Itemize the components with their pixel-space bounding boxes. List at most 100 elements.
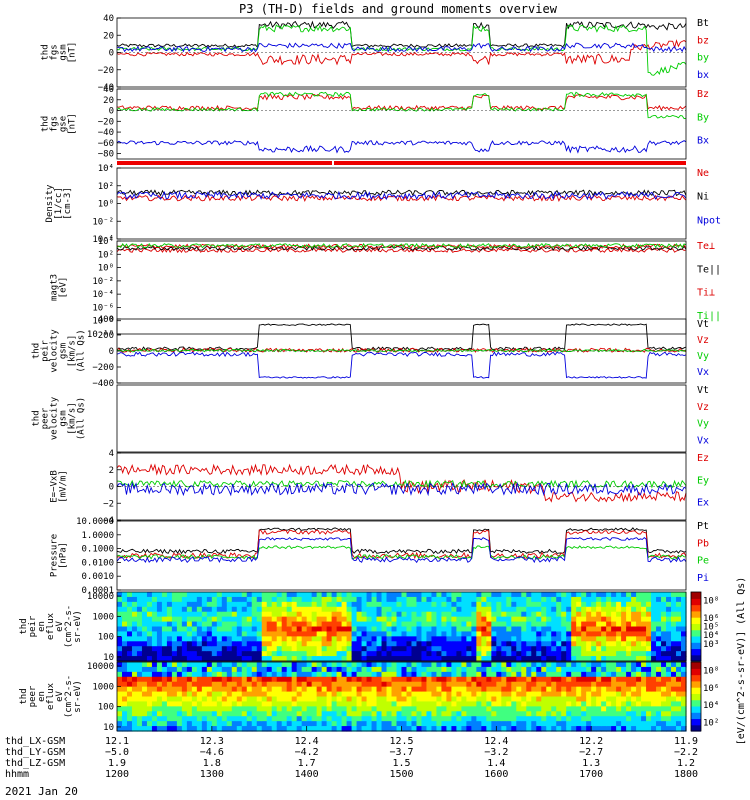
heatmap-cell [471, 626, 477, 633]
heatmap-cell [671, 676, 677, 683]
heatmap-cell [131, 726, 138, 732]
heatmap-cell [281, 606, 288, 613]
heatmap-cell [216, 716, 223, 722]
heatmap-cell [396, 592, 403, 598]
heatmap-cell [321, 676, 328, 683]
y-tick-label: 10⁴ [98, 237, 114, 247]
heatmap-cell [326, 721, 333, 727]
heatmap-cell [386, 596, 393, 603]
heatmap-cell [366, 621, 373, 628]
heatmap-cell [411, 716, 418, 722]
heatmap-cell [336, 706, 343, 712]
heatmap-cell [141, 626, 148, 633]
heatmap-cell [181, 671, 188, 678]
heatmap-cell [641, 721, 647, 727]
heatmap-cell [411, 611, 418, 618]
y-tick-label: 0.0010 [81, 572, 114, 582]
heatmap-cell [321, 686, 328, 693]
heatmap-cell [526, 596, 532, 603]
heatmap-cell [476, 656, 482, 662]
heatmap-cell [406, 641, 413, 647]
heatmap-cell [551, 676, 557, 683]
heatmap-cell [601, 601, 607, 608]
heatmap-cell [476, 611, 482, 618]
heatmap-cell [666, 701, 672, 707]
heatmap-cell [341, 716, 348, 722]
heatmap-cell [541, 671, 547, 678]
heatmap-cell [666, 636, 672, 642]
heatmap-cell [406, 696, 413, 703]
heatmap-cell [551, 621, 557, 628]
heatmap-cell [666, 596, 672, 603]
heatmap-cell [356, 592, 363, 598]
heatmap-cell [516, 646, 522, 652]
heatmap-cell [256, 626, 263, 633]
heatmap-cell [641, 616, 647, 623]
ylabel-line: magt3 [50, 274, 60, 301]
heatmap-cell [481, 711, 487, 717]
heatmap-cell [221, 626, 228, 633]
heatmap-cell [616, 686, 622, 693]
heatmap-cell [616, 592, 622, 598]
heatmap-cell [376, 696, 383, 703]
heatmap-cell [346, 606, 353, 613]
heatmap-cell [486, 711, 492, 717]
heatmap-cell [226, 616, 233, 623]
heatmap-cell [151, 666, 158, 673]
heatmap-cell [541, 601, 547, 608]
heatmap-cell [571, 631, 577, 637]
heatmap-cell [361, 626, 368, 633]
heatmap-cell [426, 641, 433, 647]
heatmap-cell [396, 701, 403, 707]
heatmap-cell [361, 596, 368, 603]
heatmap-cell [636, 662, 642, 668]
heatmap-cell [546, 636, 552, 642]
heatmap-cell [541, 616, 547, 623]
heatmap-cell [516, 596, 522, 603]
heatmap-cell [411, 621, 418, 628]
heatmap-cell [366, 691, 373, 698]
heatmap-cell [521, 646, 527, 652]
colorbar-frame [690, 591, 702, 662]
heatmap-cell [426, 721, 433, 727]
heatmap-cell [376, 721, 383, 727]
heatmap-cell [211, 726, 218, 732]
heatmap-cell [286, 606, 293, 613]
heatmap-cell [476, 592, 482, 598]
heatmap-cell [476, 691, 482, 698]
heatmap-cell [136, 716, 143, 722]
heatmap-cell [416, 626, 423, 633]
heatmap-cell [611, 686, 617, 693]
heatmap-cell [626, 691, 632, 698]
heatmap-cell [231, 671, 238, 678]
heatmap-cell [516, 636, 522, 642]
heatmap-cell [341, 616, 348, 623]
heatmap-cell [251, 626, 258, 633]
heatmap-cell [466, 631, 472, 637]
heatmap-cell [561, 666, 567, 673]
heatmap-cell [371, 701, 378, 707]
heatmap-cell [256, 646, 263, 652]
heatmap-cell [486, 646, 492, 652]
heatmap-cell [141, 662, 148, 668]
heatmap-cell [311, 641, 318, 647]
heatmap-cell [281, 701, 288, 707]
x-tick-label-hhmm: 1300 [200, 769, 224, 780]
heatmap-cell [571, 681, 577, 688]
heatmap-cell [206, 662, 213, 668]
heatmap-cell [266, 656, 273, 662]
heatmap-cell [336, 626, 343, 633]
heatmap-cell [136, 626, 143, 633]
heatmap-cell [316, 716, 323, 722]
heatmap-cell [666, 686, 672, 693]
heatmap-cell [161, 646, 168, 652]
heatmap-cell [411, 671, 418, 678]
heatmap-cell [466, 641, 472, 647]
heatmap-cell [216, 706, 223, 712]
heatmap-cell [526, 711, 532, 717]
heatmap-cell [151, 651, 158, 657]
y-tick-label: 200 [98, 331, 114, 341]
heatmap-cell [641, 666, 647, 673]
heatmap-cell [201, 646, 208, 652]
